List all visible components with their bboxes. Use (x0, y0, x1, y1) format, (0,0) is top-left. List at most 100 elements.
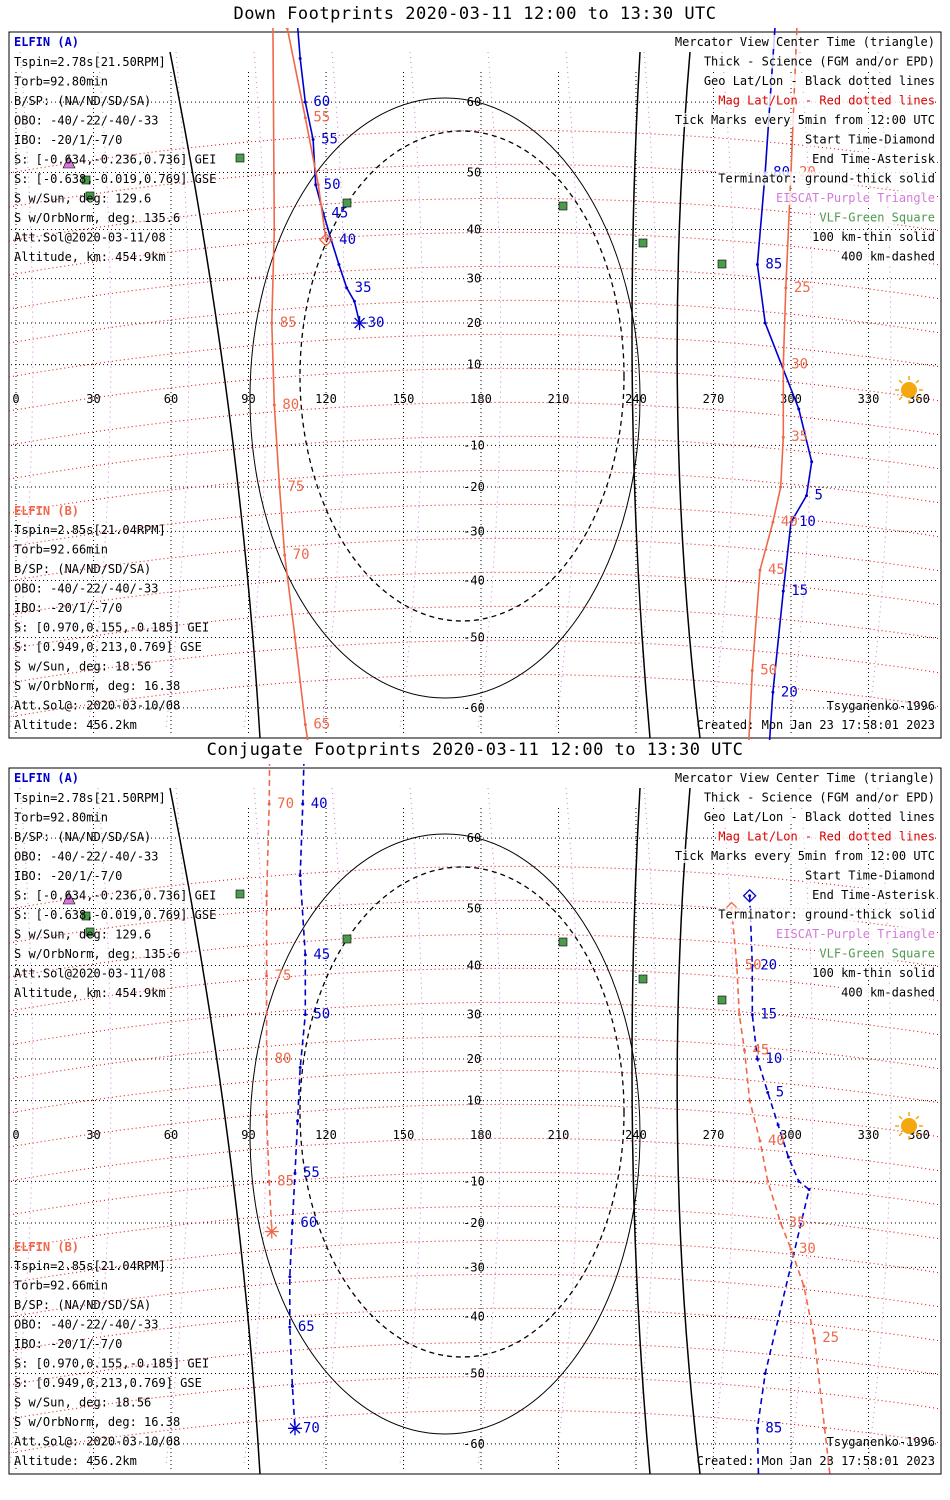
track-point (781, 589, 785, 593)
vlf-station-square (717, 995, 727, 1005)
track-point (316, 183, 320, 187)
elfin-a-line: OBO: -40/-22/-40/-33 (14, 114, 159, 128)
track-b-3: 50 45 40 35 30 25 20 (724, 901, 839, 1476)
track-tick-label: 15 (791, 583, 808, 599)
mag-lon-curve (87, 787, 112, 1465)
legend-entry: EISCAT-Purple Triangle (776, 191, 935, 205)
track-tick-label: 85 (765, 1420, 782, 1436)
terminator-mid (631, 787, 651, 1475)
track-point (352, 299, 356, 303)
track-point (303, 116, 307, 120)
end-asterisk (352, 316, 367, 331)
track-a-1: 20151058085 (755, 28, 823, 740)
lon-tick-label: 150 (393, 392, 415, 406)
mag-lon-curve (789, 787, 814, 1465)
legend-entry: Start Time-Diamond (805, 869, 935, 883)
mag-lon-curve (399, 51, 424, 729)
vlf-station-square (85, 191, 95, 201)
lat-tick-label: -50 (463, 1366, 485, 1380)
elfin-b-line: Tspin=2.85s[21.04RPM] (14, 523, 166, 537)
track-tick-label: 40 (311, 796, 328, 812)
lat-tick-label: 50 (467, 902, 481, 916)
elfin-a-line: B/SP: (NA/ND/SD/SA) (14, 94, 151, 108)
lon-tick-label: 330 (858, 392, 880, 406)
track-point (755, 263, 759, 267)
end-asterisk (264, 1224, 279, 1239)
track-point (314, 183, 318, 187)
lon-tick-label: 210 (548, 1128, 570, 1142)
legend-bg (810, 152, 935, 166)
track-tick-label: 85 (280, 315, 297, 331)
lat-tick-label: -30 (463, 1260, 485, 1274)
info-elfin-b: ELFIN (B) Tspin=2.85s[21.04RPM] Torb=92.66… (14, 1240, 209, 1468)
track-line (756, 28, 813, 740)
legend-bg (774, 191, 935, 205)
track-point (766, 1179, 770, 1183)
legend-entry: Mercator View Center Time (triangle) (675, 771, 935, 785)
altitude-400km-contour (299, 130, 625, 622)
elfin-a-header: ELFIN (A) (14, 771, 79, 785)
track-tick-label: 70 (293, 547, 310, 563)
track-tick-label: 50 (324, 177, 341, 193)
lon-tick-label: 150 (393, 1128, 415, 1142)
track-point (786, 1155, 790, 1159)
legend-bg (840, 985, 935, 1000)
terminator-east (676, 51, 701, 739)
mag-lon-curve (867, 787, 892, 1465)
terminator-west (169, 51, 261, 739)
track-tick-label: 75 (275, 968, 292, 984)
lat-tick-label: 10 (467, 358, 481, 372)
elfin-b-line: Tspin=2.85s[21.04RPM] (14, 1259, 166, 1273)
mag-lon-curve (9, 51, 34, 729)
lon-tick-label: 180 (470, 392, 492, 406)
legend-bg (810, 888, 935, 902)
panel-2-chart: 0306090120150180210240270300330360706050… (8, 764, 942, 1476)
legend-bg (803, 868, 935, 883)
track-a-0: 706560555045403530 (296, 28, 384, 331)
elfin-b-line: Torb=92.66min (14, 543, 108, 557)
elfin-b-line: B/SP: (NA/ND/SD/SA) (14, 1298, 151, 1312)
legend-entry: Thick - Science (FGM and/or EPD) (704, 55, 935, 69)
vlf-station-square (558, 937, 568, 947)
lat-tick-label: -60 (463, 1437, 485, 1451)
track-point (267, 1179, 271, 1183)
legend-entry: 400 km-dashed (841, 250, 935, 264)
track-tick-label: 35 (789, 1215, 806, 1231)
track-tick-label: 5 (776, 1084, 784, 1100)
track-point (337, 263, 341, 267)
panel-2-title: Conjugate Footprints 2020-03-11 12:00 to… (206, 740, 744, 760)
legend-bg (818, 946, 935, 961)
track-point (290, 1384, 294, 1388)
track-point (781, 435, 785, 439)
track-point (776, 1123, 780, 1127)
elfin-a-line: Att.Sol@2020-03-11/08 (14, 231, 166, 245)
track-point (298, 57, 302, 61)
legend-entry: 100 km-thin solid (812, 966, 935, 980)
elfin-a-line: IBO: -20/1/-7/0 (14, 869, 122, 883)
legend-entry: Mag Lat/Lon - Red dotted lines (718, 94, 935, 108)
vlf-station-square (85, 927, 95, 937)
track-tick-label: 25 (822, 1330, 839, 1346)
track-tick-label: 85 (765, 257, 782, 273)
sun-icon (895, 376, 923, 404)
track-point (805, 494, 808, 498)
legend-bg (774, 927, 935, 941)
legend-entry: Start Time-Diamond (805, 133, 935, 147)
track-tick-label: 80 (282, 397, 299, 413)
elfin-b-line: IBO: -20/1/-7/0 (14, 1337, 122, 1351)
track-point (278, 485, 281, 489)
elfin-b-line: OBO: -40/-22/-40/-33 (14, 582, 159, 596)
lon-tick-label: 270 (703, 392, 725, 406)
elfin-a-line: Tspin=2.78s[21.50RPM] (14, 55, 166, 69)
track-point (283, 553, 287, 557)
track-point (779, 1221, 783, 1225)
legend-entry: Terminator: ground-thick solid (718, 908, 935, 922)
legend-entry: 400 km-dashed (841, 986, 935, 1000)
eiscat-triangle (62, 155, 76, 169)
elfin-b-line: S w/Sun, deg: 18.56 (14, 1396, 151, 1410)
elfin-a-line: Altitude, km: 454.9km (14, 250, 166, 264)
vlf-station-square (81, 911, 91, 921)
track-tick-label: 65 (313, 716, 330, 732)
track-line (265, 764, 273, 1232)
track-point (779, 485, 783, 489)
